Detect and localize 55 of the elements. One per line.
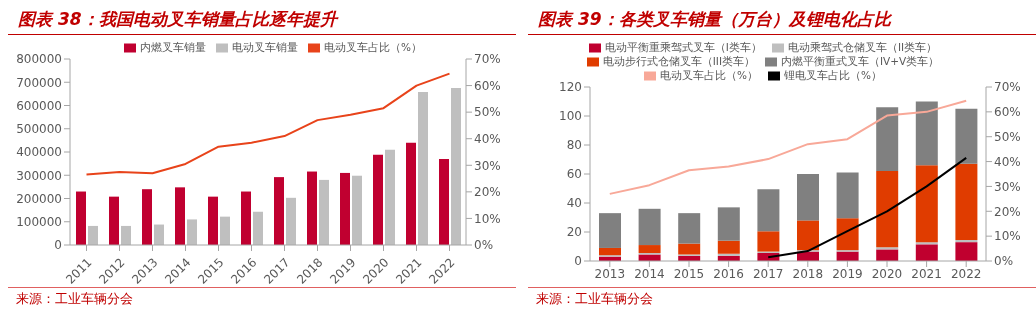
y2-tick-label: 0% — [474, 238, 494, 253]
y-tick-label: 800000 — [16, 52, 62, 67]
y2-tick-label: 10% — [474, 211, 501, 226]
source-note: 来源：工业车辆分会 — [8, 287, 516, 308]
legend-label: 电动步行式仓储叉车（III类车） — [602, 55, 756, 67]
y2-tick-label: 70% — [474, 52, 501, 67]
legend-label: 电动叉车销量 — [232, 41, 298, 53]
y-tick-label: 100000 — [16, 215, 62, 230]
source-note: 来源：工业车辆分会 — [528, 287, 1036, 308]
y2-tick-label: 40% — [474, 131, 501, 146]
y-tick-label: 0 — [574, 254, 582, 269]
y2-tick-label: 70% — [994, 80, 1021, 95]
y-tick-label: 20 — [566, 225, 582, 240]
legend-label: 锂电叉车占比（%） — [784, 69, 882, 81]
x-tick-label: 2014 — [634, 266, 665, 281]
y-tick-label: 120 — [559, 80, 582, 95]
y-tick-label: 100 — [559, 109, 582, 124]
y2-tick-label: 10% — [994, 229, 1021, 244]
legend-label: 内燃叉车销量 — [140, 41, 206, 53]
x-tick-label: 2019 — [832, 266, 863, 281]
y-tick-label: 700000 — [16, 75, 62, 90]
y2-tick-label: 40% — [994, 154, 1021, 169]
x-tick-label: 2018 — [792, 266, 824, 281]
y2-tick-label: 20% — [474, 185, 501, 200]
y2-tick-label: 20% — [994, 204, 1021, 219]
legend-label: 内燃平衡重式叉车（IV+V类车） — [781, 55, 940, 67]
y-tick-label: 600000 — [16, 98, 62, 113]
y2-tick-label: 30% — [994, 179, 1021, 194]
x-tick-label: 2022 — [950, 266, 982, 281]
x-tick-label: 2016 — [713, 266, 744, 281]
y2-tick-label: 0% — [994, 254, 1014, 269]
y-tick-label: 80 — [566, 138, 582, 153]
y-tick-label: 300000 — [16, 168, 62, 183]
y-tick-label: 500000 — [16, 122, 62, 137]
y2-tick-label: 60% — [474, 78, 501, 93]
y2-tick-label: 50% — [994, 129, 1021, 144]
chart-title: 图表 39：各类叉车销量（万台）及锂电化占比 — [528, 8, 1036, 35]
x-tick-label: 2013 — [594, 266, 626, 281]
x-tick-label: 2020 — [871, 266, 903, 281]
x-tick-label: 2017 — [752, 266, 784, 281]
legend-label: 电动叉车占比（%） — [324, 41, 422, 53]
legend-label: 电动平衡重乘驾式叉车（I类车） — [604, 41, 762, 53]
y2-tick-label: 30% — [474, 158, 501, 173]
y-tick-label: 400000 — [16, 145, 62, 160]
y-tick-label: 60 — [566, 167, 582, 182]
legend-label: 电动乘驾式仓储叉车（II类车） — [787, 41, 938, 53]
y-tick-label: 200000 — [16, 191, 62, 206]
chart-title: 图表 38：我国电动叉车销量占比逐年提升 — [8, 8, 516, 35]
y2-tick-label: 50% — [474, 105, 501, 120]
x-tick-label: 2015 — [673, 266, 705, 281]
x-tick-label: 2021 — [911, 266, 942, 281]
y-tick-label: 0 — [54, 238, 62, 253]
legend-label: 电动叉车占比（%） — [660, 69, 758, 81]
y2-tick-label: 60% — [994, 105, 1021, 120]
y-tick-label: 40 — [566, 196, 582, 211]
